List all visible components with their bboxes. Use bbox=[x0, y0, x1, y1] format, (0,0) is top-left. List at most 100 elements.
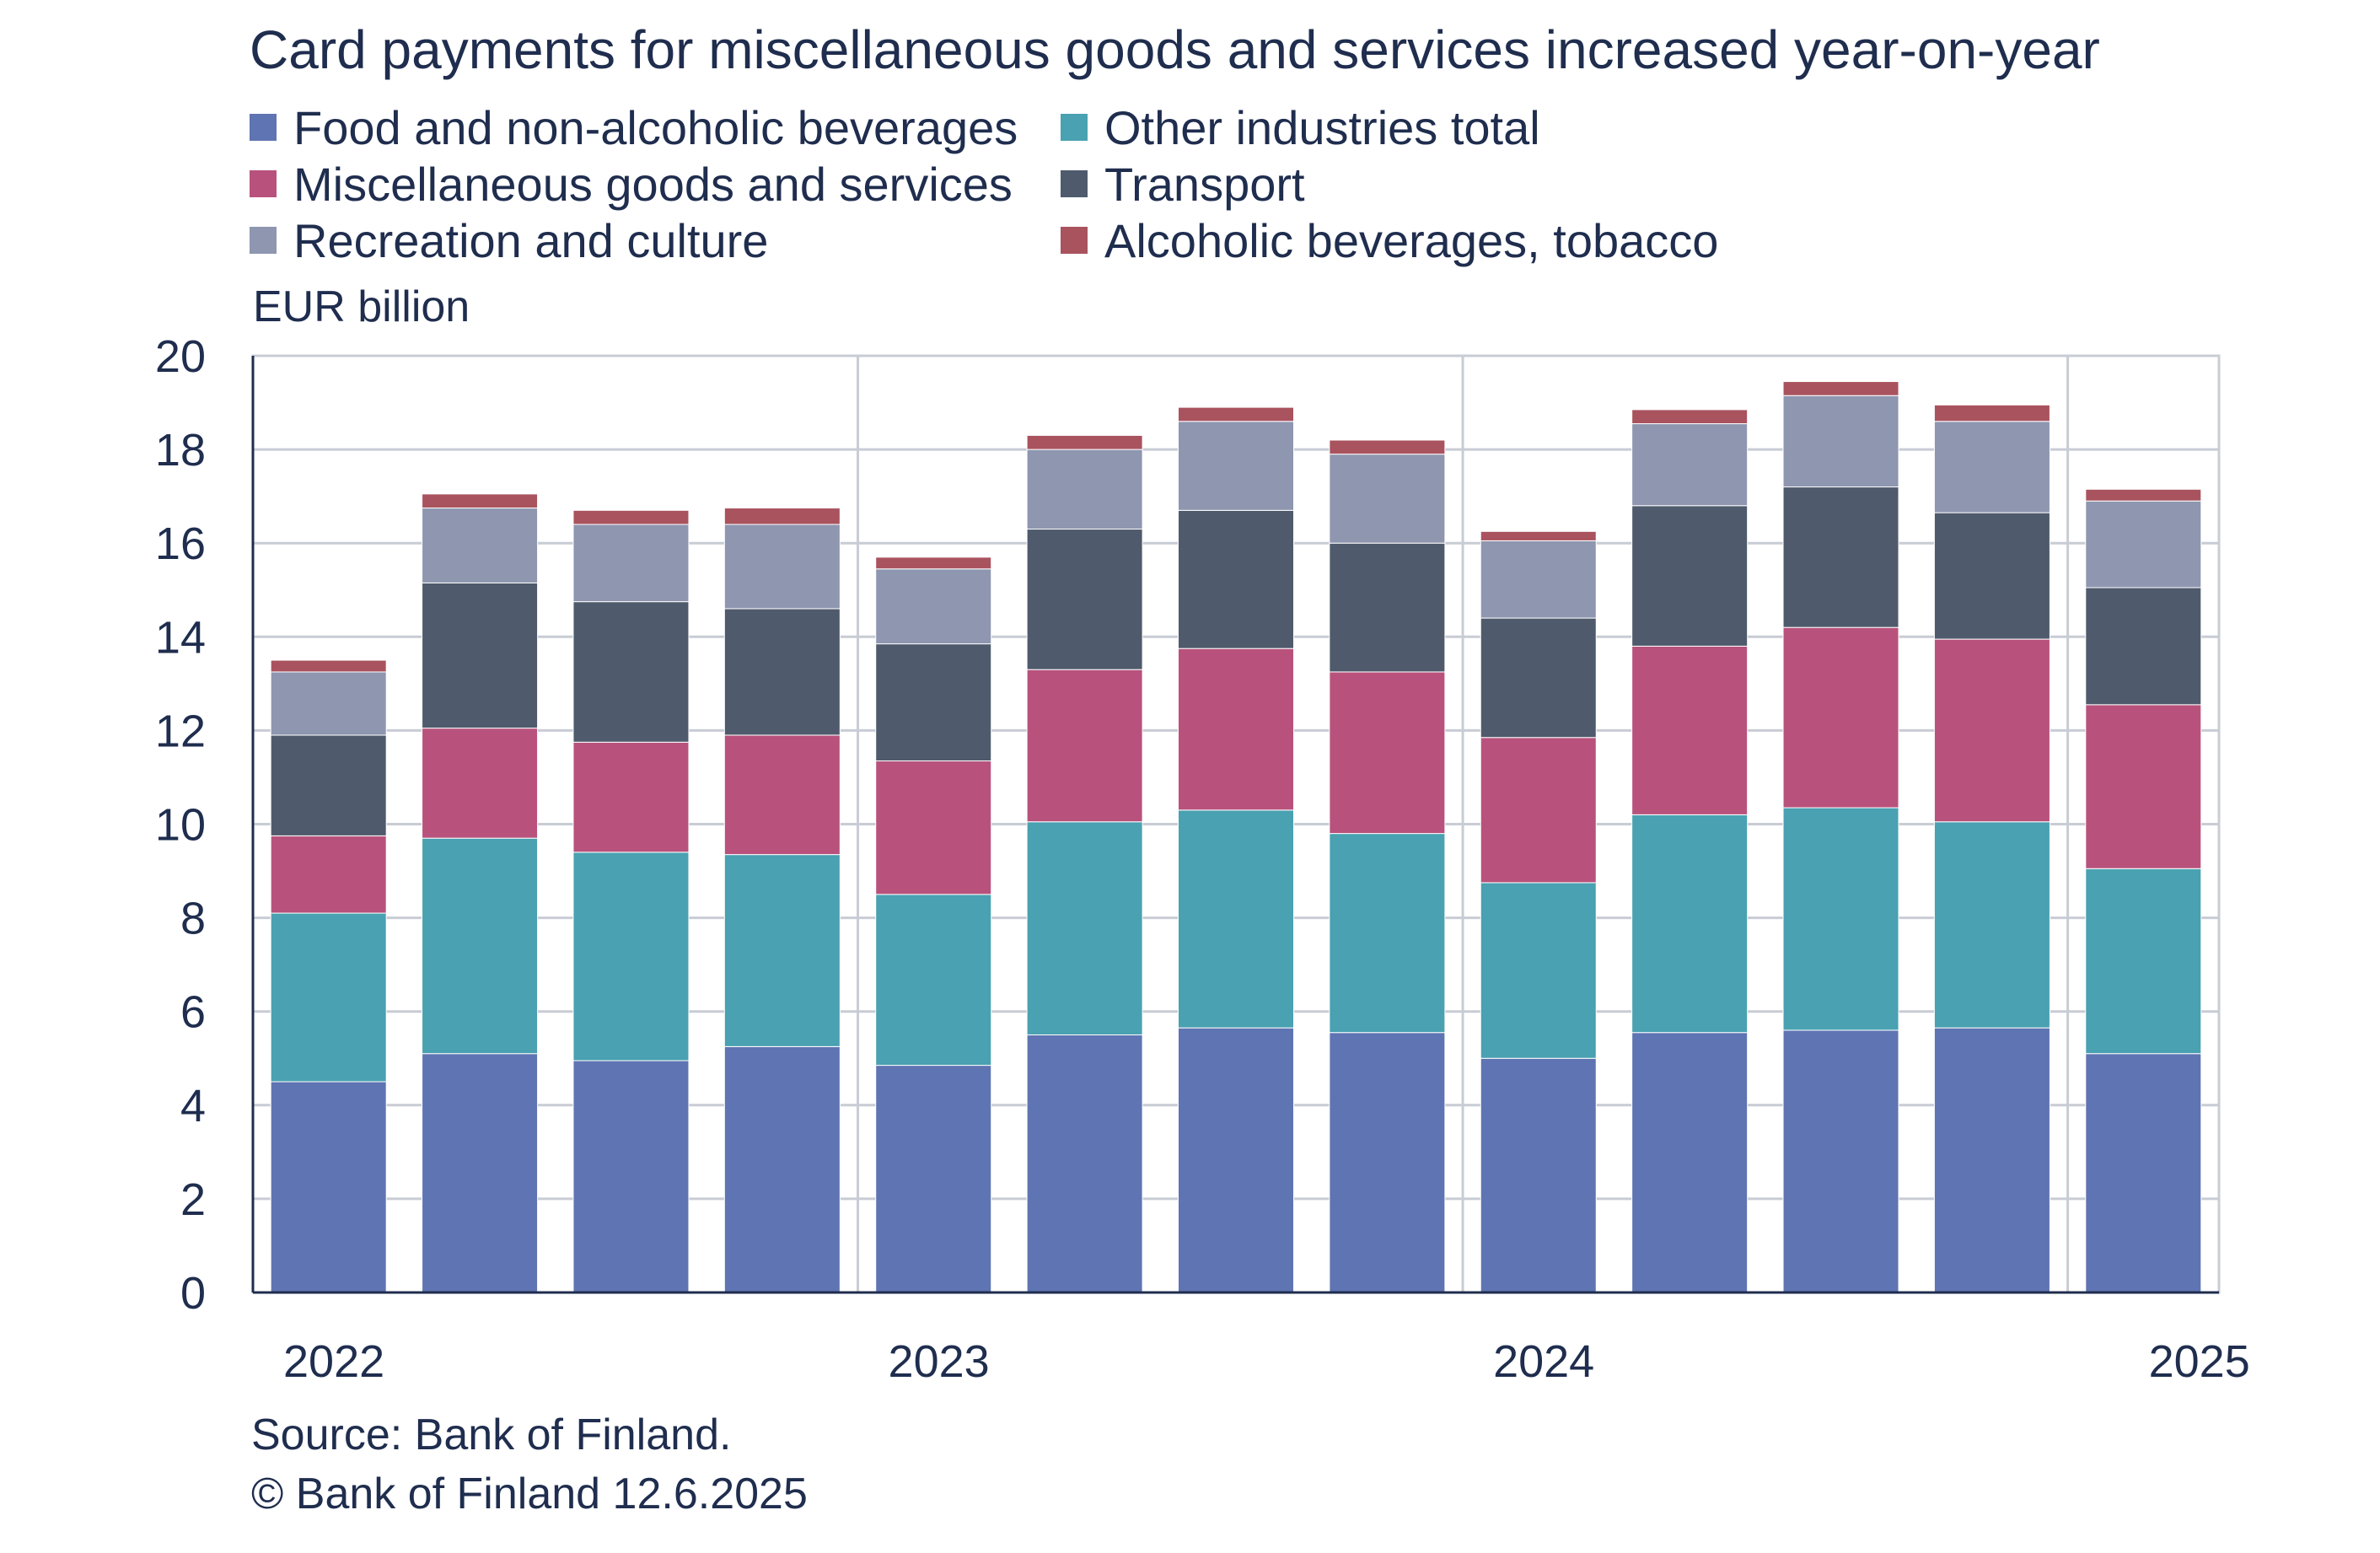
bar-segment bbox=[2085, 488, 2202, 502]
bar-segment bbox=[875, 568, 992, 645]
bar-segment bbox=[1026, 434, 1143, 450]
bar-segment bbox=[1026, 669, 1143, 823]
bar-segment bbox=[1178, 509, 1294, 649]
bar-segment bbox=[1782, 626, 1899, 809]
legend-swatch bbox=[250, 114, 277, 141]
bar-segment bbox=[1631, 645, 1749, 815]
bar-segment bbox=[2085, 500, 2202, 588]
bar-segment bbox=[2085, 868, 2202, 1055]
legend-swatch bbox=[250, 170, 277, 197]
copyright-note: © Bank of Finland 12.6.2025 bbox=[251, 1470, 808, 1518]
bar-segment bbox=[1026, 1034, 1143, 1293]
bar-segment bbox=[1178, 809, 1294, 1029]
y-tick-label: 20 bbox=[155, 331, 206, 382]
bar-segment bbox=[723, 734, 841, 856]
legend-label: Alcoholic beverages, tobacco bbox=[1104, 213, 1719, 267]
bar-segment bbox=[1178, 406, 1294, 422]
bar-segment bbox=[1933, 1027, 2050, 1293]
bar-segment bbox=[1329, 542, 1446, 673]
bar-segment bbox=[1782, 486, 1899, 628]
legend-item: Alcoholic beverages, tobacco bbox=[1061, 212, 1718, 268]
chart-plot: 0 2 4 6 8 10 12 14 16 18 20 2022 2023 2024 2025 bbox=[155, 331, 2250, 1383]
bar-segment bbox=[1933, 512, 2050, 640]
bar-segment bbox=[1329, 833, 1446, 1034]
bar-segment bbox=[1631, 814, 1749, 1034]
legend-item: Other industries total bbox=[1061, 99, 1540, 155]
bar-segment bbox=[270, 671, 387, 736]
bar-segment bbox=[422, 837, 539, 1055]
bar-segment bbox=[723, 508, 841, 525]
bar-segment bbox=[1631, 1032, 1749, 1293]
bar-segment bbox=[1631, 409, 1749, 425]
legend-item: Transport bbox=[1061, 156, 1305, 212]
bar-segment bbox=[1782, 1029, 1899, 1293]
legend-swatch bbox=[1061, 114, 1088, 141]
bar-segment bbox=[1178, 648, 1294, 811]
legend-label: Other industries total bbox=[1104, 100, 1540, 154]
bar-segment bbox=[422, 582, 539, 729]
bar-segment bbox=[1026, 821, 1143, 1035]
bar-segment bbox=[422, 508, 539, 583]
y-tick-label: 16 bbox=[155, 519, 206, 569]
bar-segment bbox=[2085, 704, 2202, 869]
bar-segment bbox=[1026, 529, 1143, 670]
legend-label: Recreation and culture bbox=[293, 213, 769, 267]
bar-segment bbox=[1178, 1027, 1294, 1293]
bar-segment bbox=[1933, 638, 2050, 823]
bar-segment bbox=[875, 1065, 992, 1293]
bar-segment bbox=[270, 835, 387, 914]
bar-segment bbox=[723, 524, 841, 610]
legend-label: Food and non-alcoholic beverages bbox=[293, 100, 1018, 154]
bar-segment bbox=[422, 728, 539, 839]
bar-segment bbox=[1782, 807, 1899, 1031]
bar-segment bbox=[1480, 617, 1597, 739]
bar-segment bbox=[1933, 421, 2050, 513]
bar-segment bbox=[1631, 505, 1749, 647]
bar-segment bbox=[270, 659, 387, 673]
bar-segment bbox=[875, 760, 992, 895]
bar-segment bbox=[2085, 1053, 2202, 1293]
bar-segment bbox=[1782, 395, 1899, 488]
x-year-label: 2024 bbox=[1493, 1336, 1594, 1383]
bar-segment bbox=[723, 608, 841, 736]
y-tick-label: 14 bbox=[155, 612, 206, 663]
bar-segment bbox=[270, 734, 387, 836]
bar-segment bbox=[875, 643, 992, 762]
bar-segment bbox=[1480, 530, 1597, 541]
x-year-label: 2022 bbox=[283, 1336, 384, 1383]
bar-segment bbox=[572, 1060, 690, 1293]
legend: Food and non-alcoholic beverages Miscella… bbox=[250, 99, 1851, 277]
bar-segment bbox=[572, 852, 690, 1061]
legend-swatch bbox=[1061, 227, 1088, 254]
bar-segment bbox=[723, 1045, 841, 1293]
y-tick-label: 10 bbox=[155, 800, 206, 851]
bar-segment bbox=[1782, 381, 1899, 396]
bar-segment bbox=[1480, 737, 1597, 884]
bar-segment bbox=[875, 556, 992, 570]
y-tick-label: 4 bbox=[180, 1081, 206, 1131]
bar-segment bbox=[1329, 1032, 1446, 1293]
bar-segment bbox=[1933, 821, 2050, 1029]
y-tick-label: 12 bbox=[155, 706, 206, 756]
bar-segment bbox=[1026, 449, 1143, 530]
x-year-label: 2025 bbox=[2149, 1336, 2250, 1383]
y-axis-unit-label: EUR billion bbox=[253, 282, 470, 331]
legend-item: Food and non-alcoholic beverages bbox=[250, 99, 1018, 155]
legend-swatch bbox=[1061, 170, 1088, 197]
legend-label: Transport bbox=[1104, 157, 1305, 211]
bar-segment bbox=[1631, 423, 1749, 507]
bar-segment bbox=[270, 912, 387, 1083]
bar-segment bbox=[1480, 882, 1597, 1059]
bar-segment bbox=[1480, 540, 1597, 619]
legend-swatch bbox=[250, 227, 277, 254]
legend-item: Miscellaneous goods and services bbox=[250, 156, 1013, 212]
x-year-label: 2023 bbox=[889, 1336, 990, 1383]
bar-segment bbox=[1178, 421, 1294, 511]
bar-segment bbox=[1933, 404, 2050, 422]
legend-label: Miscellaneous goods and services bbox=[293, 157, 1013, 211]
bar-segment bbox=[572, 524, 690, 603]
bar-segment bbox=[875, 894, 992, 1067]
bar-segment bbox=[270, 1081, 387, 1293]
bar-segment bbox=[422, 493, 539, 509]
chart-title: Card payments for miscellaneous goods an… bbox=[250, 19, 2100, 80]
